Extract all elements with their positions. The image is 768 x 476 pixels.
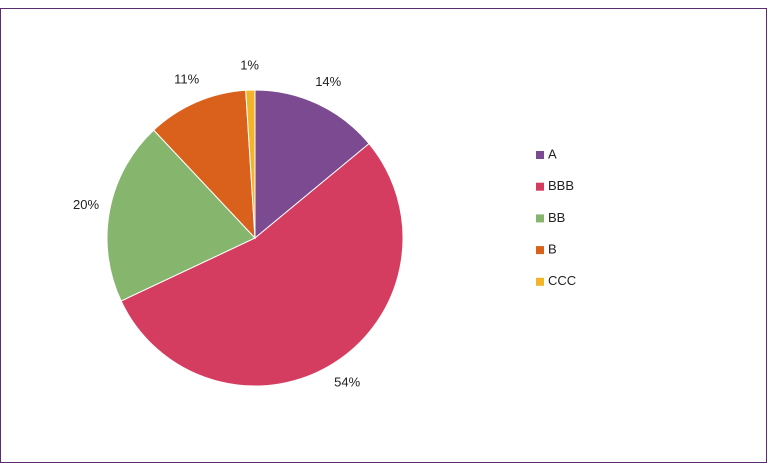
legend-swatch [536,246,544,255]
legend-label: A [548,146,557,161]
legend-swatch [536,277,544,286]
legend-label: BB [548,210,565,225]
data-label: 1% [240,58,259,73]
pie-slice [152,89,256,240]
legend-swatch [536,151,544,159]
legend-label: BBB [548,178,574,193]
data-label: 54% [334,375,360,390]
data-label: 14% [315,74,341,89]
pie-slice [106,129,256,302]
pie-slice [254,89,370,240]
legend-swatch [536,182,544,191]
pie-slice [120,142,404,387]
data-label: 20% [73,197,99,212]
legend-swatch [536,214,544,223]
legend-label: CCC [548,273,576,288]
legend-label: B [548,242,557,257]
data-label: 11% [174,72,199,87]
pie-slice [245,89,256,239]
